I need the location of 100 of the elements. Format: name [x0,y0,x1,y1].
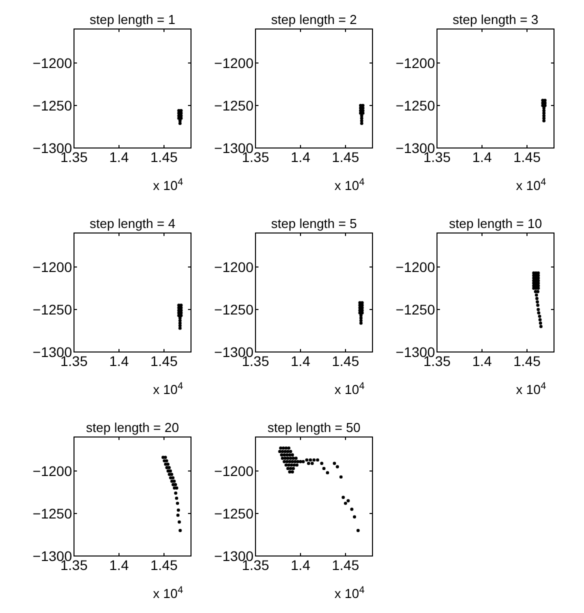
point [543,104,547,108]
point [290,460,294,464]
y-tick-label: −1250 [214,301,254,318]
point [171,476,175,480]
point [286,456,290,460]
point [344,502,348,505]
point [536,308,540,312]
chart-title: step length = 5 [271,216,357,231]
point [296,460,300,464]
y-tick-label: −1200 [214,54,254,71]
x-tick-label: 1.4 [109,353,129,369]
point [174,492,178,495]
point [282,460,286,464]
point [287,463,290,467]
point [175,486,178,490]
point [176,514,180,517]
y-tick-label: −1250 [214,505,254,522]
point [305,458,308,462]
point [332,462,336,465]
x-axis-title: x 10$^{4}$ [152,584,184,601]
x-axis-title: x 10$^{4}$ [516,176,547,193]
y-tick-label: −1200 [396,54,436,71]
point [165,459,168,462]
point [342,496,345,499]
y-tick-label: −1200 [214,258,254,275]
x-tick-label: 1.4 [472,353,492,369]
point [534,293,538,297]
x-tick-label: 1.45 [332,149,360,165]
x-tick-label: 1.45 [332,557,360,573]
point [539,324,543,328]
y-tick-label: −1200 [32,54,72,71]
point [282,453,286,456]
x-tick-label: 1.4 [472,149,492,165]
point [290,470,294,474]
y-tick-label: −1250 [396,97,436,114]
x-tick-label: 1.4 [109,557,129,573]
y-tick-label: −1200 [396,258,436,275]
point [302,460,305,464]
x-tick-label: 1.45 [332,353,360,369]
point [352,515,356,518]
point [176,502,180,505]
y-tick-label: −1250 [32,505,72,522]
point [292,456,295,460]
point [538,314,542,318]
point [289,450,292,454]
chart-title: step length = 20 [86,420,179,435]
point [175,496,178,500]
point [538,322,542,325]
point [284,463,288,467]
chart-title: step length = 2 [271,12,357,27]
x-axis-title: x 10$^{4}$ [334,176,366,193]
point [310,462,314,465]
point [316,458,320,462]
x-tick-label: 1.45 [150,149,178,165]
point [535,296,538,300]
chart-title: step length = 1 [90,12,176,27]
y-tick-label: −1200 [32,462,72,479]
x-tick-label: 1.45 [150,353,178,369]
chart-title: step length = 10 [449,216,542,231]
y-tick-label: −1250 [32,97,72,114]
point [280,450,284,454]
chart-title: step length = 4 [90,216,176,231]
point [290,453,294,456]
point [284,446,288,450]
x-axis-title: x 10$^{4}$ [152,176,184,193]
point [282,446,285,450]
point [536,271,540,275]
point [278,450,282,454]
point [356,528,360,532]
x-tick-label: 1.4 [290,149,310,165]
point [288,453,292,456]
point [307,462,310,465]
point [172,480,176,483]
point [542,119,546,122]
y-tick-label: −1200 [32,258,72,275]
point [339,475,343,479]
point [346,499,350,502]
point [320,462,324,465]
point [536,304,540,307]
point [536,286,540,290]
point [294,456,298,460]
point [322,466,326,470]
x-tick-label: 1.45 [513,149,541,165]
chart-title: step length = 3 [452,12,538,27]
point [287,446,290,450]
x-tick-label: 1.45 [150,557,178,573]
point [308,458,312,462]
point [170,472,174,476]
point [279,446,282,450]
x-tick-label: 1.4 [109,149,129,165]
x-axis-title: x 10$^{4}$ [152,380,184,397]
point [538,318,542,322]
x-axis-title: x 10$^{4}$ [334,380,366,397]
point [298,460,302,464]
point [176,508,180,512]
point [294,460,297,464]
point [178,520,181,524]
point [286,466,290,470]
point [280,456,284,460]
point [178,528,182,532]
